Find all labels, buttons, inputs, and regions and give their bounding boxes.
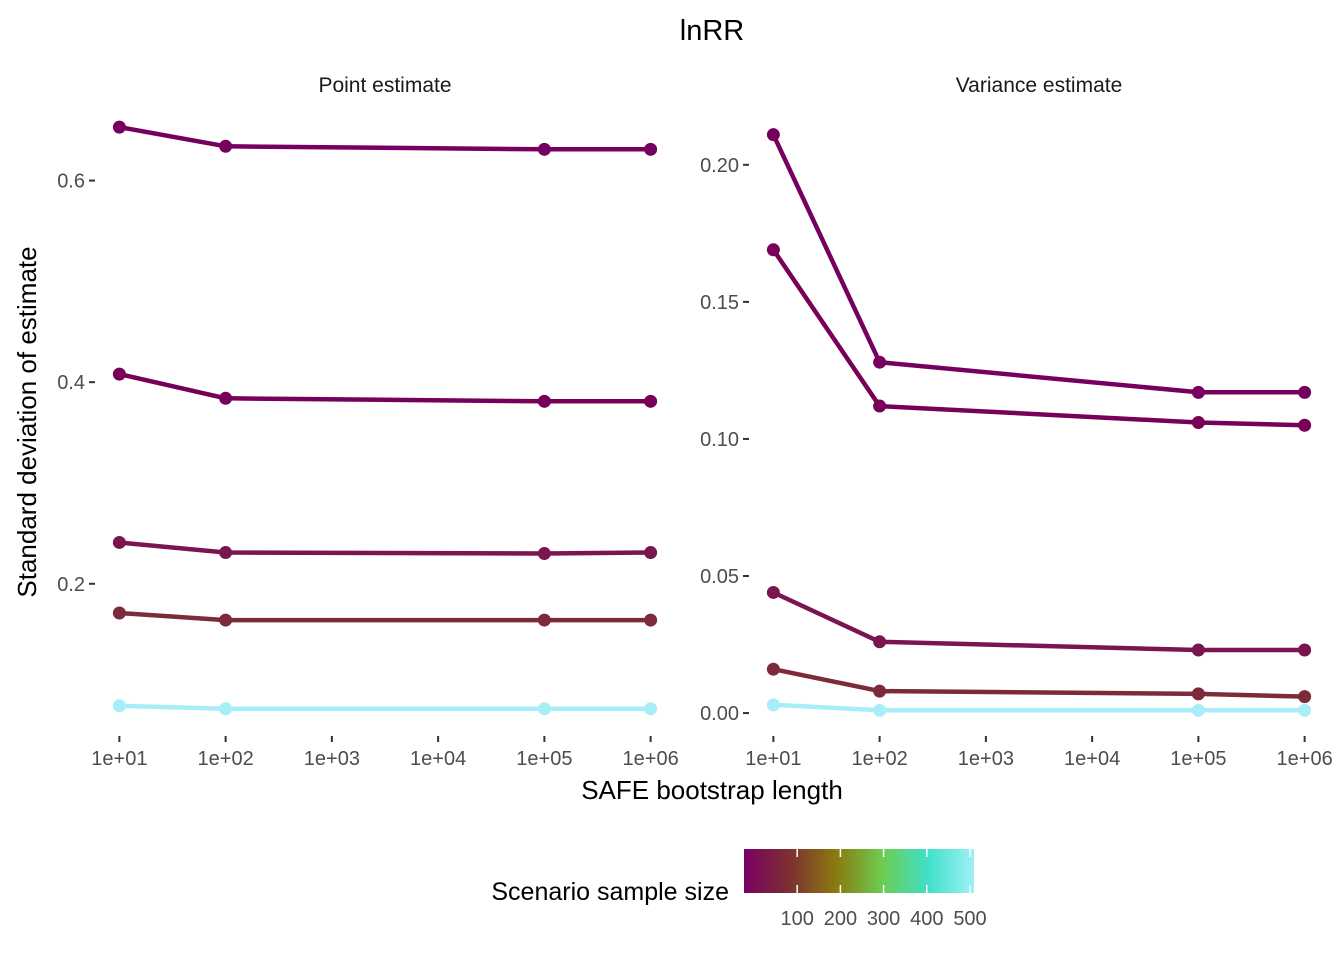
data-point [1191,643,1205,657]
strip-label-variance-estimate: Variance estimate [956,74,1123,97]
data-point [766,585,780,599]
data-point [644,702,658,716]
data-point [873,684,887,698]
y-axis-label: Standard deviation of estimate [12,246,42,597]
panel-point-estimate: Point estimate 0.2 0.4 0.6 1e+01 1e+02 1e+03 1… [57,74,679,770]
data-point [644,142,658,156]
x-axis-label: SAFE bootstrap length [581,775,843,805]
colorbar-tick-label: 500 [953,908,986,930]
data-point [219,391,233,405]
data-point [1191,385,1205,399]
data-point [1298,418,1312,432]
data-point [1298,385,1312,399]
colorbar-ticks: 100 200 300 400 500 [781,849,987,930]
data-point [112,535,126,549]
chart-title: lnRR [680,15,744,47]
y-tick-label: 0.05 [700,566,739,588]
data-point [644,546,658,560]
x-tick-label: 1e+05 [516,748,572,770]
series-line [117,540,653,556]
data-point [112,120,126,134]
y-tick-label: 0.4 [57,372,85,394]
data-point [537,547,551,561]
series-line [771,132,1307,395]
x-tick-label: 1e+01 [91,748,147,770]
colorbar-tick-label: 200 [824,908,857,930]
data-point [219,139,233,153]
series-line [771,666,1307,699]
data-point [873,635,887,649]
x-tick-label: 1e+04 [1064,748,1120,770]
data-point [873,399,887,413]
data-point [112,606,126,620]
series-line [117,371,653,404]
y-tick-label: 0.00 [700,703,739,725]
data-point [766,662,780,676]
colorbar-tick-label: 100 [781,908,814,930]
y-tick-label: 0.20 [700,155,739,177]
series-line [771,702,1307,713]
data-point [873,355,887,369]
x-tick-label: 1e+06 [623,748,679,770]
data-point [1191,687,1205,701]
data-point [219,613,233,627]
series-line [117,703,653,712]
data-point [537,702,551,716]
x-tick-label: 1e+01 [745,748,801,770]
series-line [771,590,1307,653]
data-point [112,699,126,713]
data-point [873,703,887,717]
colorbar-tick-label: 300 [867,908,900,930]
colorbar [744,849,974,893]
colorbar-tick-label: 400 [910,908,943,930]
data-point [1298,690,1312,704]
legend-title: Scenario sample size [491,878,729,906]
x-tick-label: 1e+03 [304,748,360,770]
x-tick-label: 1e+04 [410,748,466,770]
x-tick-label: 1e+03 [958,748,1014,770]
series-line [117,610,653,623]
data-point [219,546,233,560]
data-point [1191,416,1205,429]
panel-variance-estimate: Variance estimate 0.00 0.05 0.10 0.15 0.20 1e… [700,74,1333,770]
data-point [537,142,551,156]
data-point [1298,703,1312,717]
data-point [766,128,780,142]
data-point [766,698,780,712]
strip-label-point-estimate: Point estimate [318,74,451,97]
legend: Scenario sample size 100 200 300 400 500 [491,849,987,930]
y-tick-label: 0.15 [700,292,739,314]
x-tick-label: 1e+02 [852,748,908,770]
x-tick-label: 1e+02 [198,748,254,770]
x-tick-label: 1e+06 [1277,748,1333,770]
data-point [644,394,658,408]
x-tick-label: 1e+05 [1170,748,1226,770]
y-tick-label: 0.10 [700,429,739,451]
series-line [117,124,653,152]
data-point [766,243,780,257]
data-point [537,613,551,627]
series-line [771,247,1307,428]
data-point [644,613,658,627]
data-point [112,367,126,381]
y-tick-label: 0.6 [57,171,85,193]
y-tick-label: 0.2 [57,574,85,596]
data-point [219,702,233,716]
data-point [1191,703,1205,717]
data-point [1298,643,1312,657]
data-point [537,394,551,408]
